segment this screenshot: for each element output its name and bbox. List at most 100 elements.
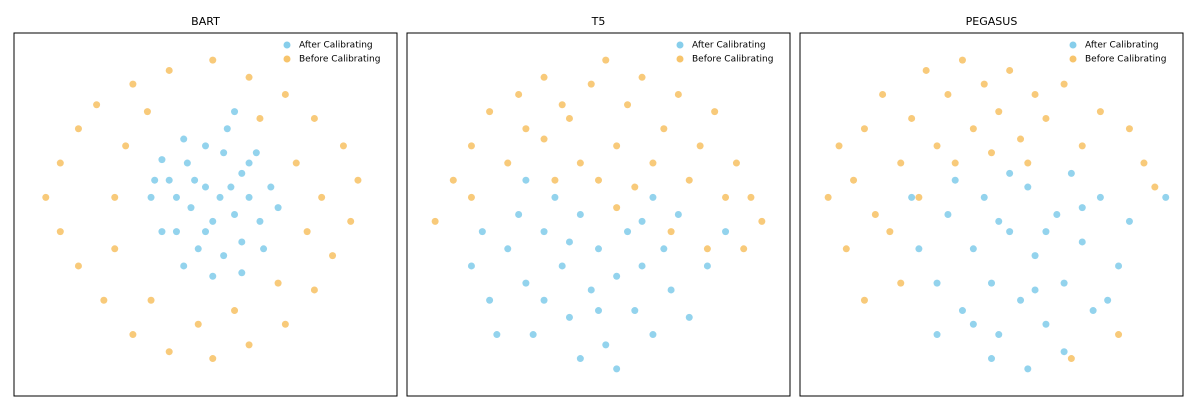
scatter-point xyxy=(74,262,82,270)
scatter-point xyxy=(1017,135,1025,143)
scatter-point xyxy=(587,286,595,294)
scatter-point xyxy=(576,211,584,218)
scatter-point xyxy=(667,228,675,236)
scatter-point xyxy=(354,176,362,184)
legend-label: Before Calibrating xyxy=(299,55,380,65)
scatter-point xyxy=(722,193,730,201)
scatter-point xyxy=(93,101,101,109)
scatter-point xyxy=(897,279,905,287)
scatter-point xyxy=(122,142,130,150)
scatter-point xyxy=(515,211,523,218)
scatter-point xyxy=(486,296,494,304)
scatter-point xyxy=(209,355,217,363)
panel-title: T5 xyxy=(591,15,606,28)
scatter-point xyxy=(209,217,217,225)
scatter-point xyxy=(522,125,530,133)
scatter-point xyxy=(245,341,253,349)
scatter-point xyxy=(1060,348,1068,356)
scatter-point xyxy=(969,125,977,133)
scatter-point xyxy=(722,228,730,236)
scatter-point xyxy=(1042,114,1050,122)
scatter-point xyxy=(649,159,657,167)
scatter-point xyxy=(180,135,188,143)
scatter-point xyxy=(551,176,559,184)
axes-frame xyxy=(406,32,791,397)
scatter-point xyxy=(980,193,988,201)
scatter-point xyxy=(860,296,868,304)
scatter-point xyxy=(1031,90,1039,98)
scatter-point xyxy=(245,159,253,167)
scatter-point xyxy=(660,125,668,133)
scatter-point xyxy=(595,307,602,315)
scatter-point xyxy=(1162,193,1170,201)
scatter-point xyxy=(111,193,119,201)
scatter-point xyxy=(1042,228,1050,236)
scatter-point xyxy=(147,193,155,201)
scatter-point xyxy=(631,307,639,315)
scatter-point xyxy=(504,245,512,253)
legend-label: After Calibrating xyxy=(299,41,373,51)
scatter-point xyxy=(158,156,166,164)
scatter-point xyxy=(540,135,548,143)
scatter-point xyxy=(1006,66,1014,74)
scatter-point xyxy=(274,279,282,287)
scatter-point xyxy=(1060,279,1068,287)
scatter-point xyxy=(56,159,64,167)
scatter-point xyxy=(238,238,246,246)
scatter-point xyxy=(504,159,512,167)
scatter-point xyxy=(540,73,548,81)
scatter-point xyxy=(216,193,224,201)
scatter-point xyxy=(256,217,264,225)
scatter-point xyxy=(238,169,246,177)
scatter-point xyxy=(995,217,1003,225)
scatter-point xyxy=(1060,80,1068,88)
scatter-point xyxy=(951,176,959,184)
scatter-point xyxy=(613,204,621,212)
scatter-point xyxy=(187,204,195,212)
scatter-point xyxy=(980,80,988,88)
scatter-point xyxy=(850,176,858,184)
scatter-point xyxy=(1024,183,1032,191)
scatter-point xyxy=(908,114,916,122)
scatter-point xyxy=(988,149,995,157)
scatter-point xyxy=(165,66,173,74)
scatter-point xyxy=(703,245,711,253)
scatter-point xyxy=(613,142,621,150)
legend-label: Before Calibrating xyxy=(692,55,773,65)
scatter-point xyxy=(1115,262,1123,270)
scatter-point xyxy=(758,217,766,225)
scatter-point xyxy=(260,245,268,253)
scatter-point xyxy=(220,149,228,157)
scatter-point xyxy=(165,348,173,356)
scatter-point xyxy=(147,296,155,304)
scatter-point xyxy=(1078,238,1086,246)
scatter-point xyxy=(969,245,977,253)
scatter-point xyxy=(685,313,693,321)
scatter-point xyxy=(696,142,704,150)
scatter-point xyxy=(74,125,82,133)
panel-title: PEGASUS xyxy=(966,15,1018,28)
scatter-point xyxy=(1031,286,1039,294)
scatter-point xyxy=(747,193,755,201)
scatter-point xyxy=(111,245,119,253)
scatter-point xyxy=(467,262,475,270)
scatter-point xyxy=(587,80,595,88)
scatter-point xyxy=(1078,142,1086,150)
scatter-point xyxy=(1024,159,1032,167)
scatter-point xyxy=(310,114,318,122)
scatter-point xyxy=(158,228,166,236)
scatter-point xyxy=(988,279,995,287)
scatter-point xyxy=(202,228,209,236)
scatter-point xyxy=(256,114,264,122)
scatter-point xyxy=(223,125,231,133)
scatter-point xyxy=(1067,355,1075,363)
scatter-point xyxy=(558,101,566,109)
scatter-point xyxy=(1024,365,1032,373)
scatter-point xyxy=(1125,217,1133,225)
scatter-point xyxy=(1115,331,1123,339)
scatter-point xyxy=(540,296,548,304)
legend-marker xyxy=(1069,55,1077,63)
scatter-point xyxy=(515,90,523,98)
axes-frame xyxy=(799,32,1184,397)
